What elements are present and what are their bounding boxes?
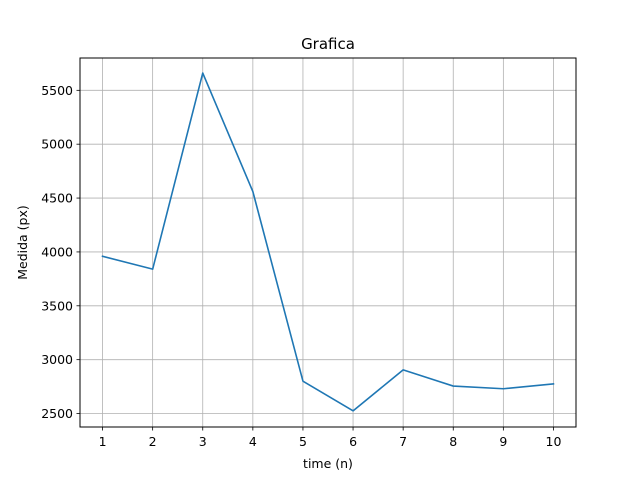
x-tick-label: 5 [299, 434, 307, 449]
x-tick-label: 10 [546, 434, 562, 449]
y-tick-label: 4500 [41, 191, 73, 206]
y-axis: 2500 3000 3500 4000 4500 5000 5500 [41, 83, 80, 421]
x-tick-label: 9 [499, 434, 507, 449]
y-tick-label: 2500 [41, 406, 73, 421]
x-tick-label: 6 [349, 434, 357, 449]
y-tick-label: 3500 [41, 298, 73, 313]
x-tick-label: 3 [199, 434, 207, 449]
grid [80, 58, 576, 427]
chart-title: Grafica [301, 35, 355, 53]
y-axis-label: Medida (px) [15, 205, 30, 280]
x-tick-label: 1 [99, 434, 107, 449]
y-tick-label: 4000 [41, 244, 73, 259]
y-tick-label: 5500 [41, 83, 73, 98]
series-line [101, 72, 555, 412]
x-axis: 1 2 3 4 5 6 7 8 9 10 [99, 427, 562, 449]
y-tick-label: 3000 [41, 352, 73, 367]
x-tick-label: 8 [449, 434, 457, 449]
x-tick-label: 4 [249, 434, 257, 449]
x-tick-label: 2 [149, 434, 157, 449]
x-axis-label: time (n) [303, 456, 353, 471]
y-tick-label: 5000 [41, 137, 73, 152]
plot-frame [79, 57, 577, 428]
x-tick-label: 7 [399, 434, 407, 449]
series-layer [101, 72, 555, 412]
